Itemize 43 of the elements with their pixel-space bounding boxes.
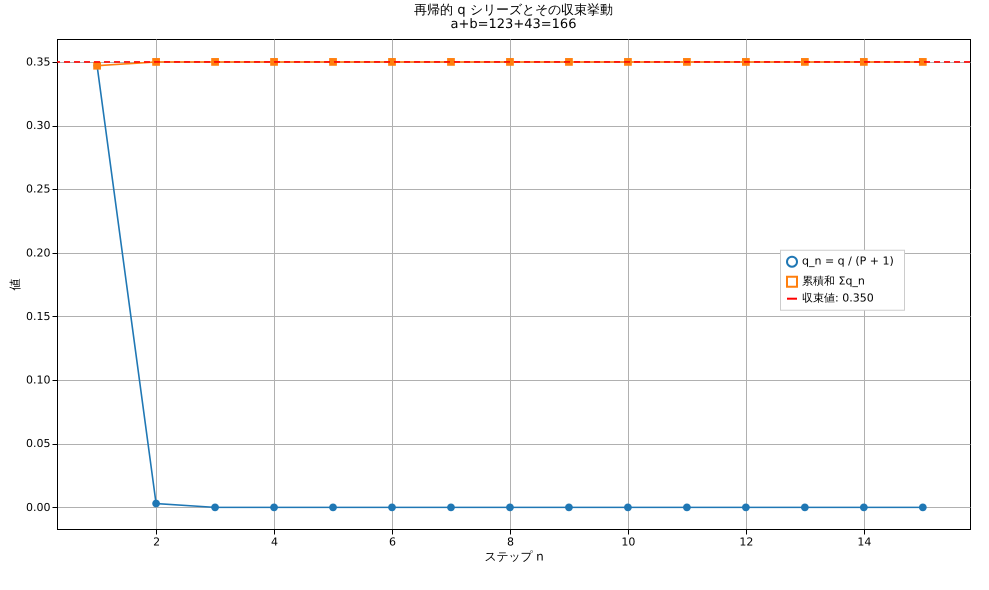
legend-label: q_n = q / (P + 1) — [802, 254, 894, 268]
y-tick-label: 0.05 — [26, 437, 50, 450]
legend-label: 累積和 Σq_n — [802, 274, 865, 288]
x-axis-title: ステップ n — [484, 550, 544, 564]
y-tick-label: 0.25 — [26, 182, 50, 196]
point — [152, 500, 160, 508]
point — [918, 58, 927, 66]
y-axis-title: 値 — [8, 278, 22, 290]
x-tick-label: 8 — [506, 536, 514, 548]
point — [270, 58, 278, 66]
y-tick-label: 0.30 — [26, 119, 50, 132]
legend-label: 収束値: 0.350 — [802, 292, 874, 305]
point — [329, 58, 337, 66]
point — [683, 504, 691, 512]
y-tick-label: 0.15 — [26, 310, 50, 323]
x-tick-label: 10 — [621, 536, 636, 548]
point — [270, 504, 278, 512]
point — [918, 504, 927, 512]
point — [329, 504, 337, 512]
x-tick-label: 2 — [153, 536, 160, 548]
point — [447, 504, 455, 512]
point — [800, 504, 809, 512]
point — [211, 504, 219, 512]
y-tick-label: 0.20 — [26, 246, 50, 260]
point — [860, 58, 868, 66]
point — [447, 58, 455, 66]
point — [388, 58, 396, 66]
y-tick-label: 0.10 — [26, 374, 50, 387]
y-tick-label: 0.00 — [26, 500, 50, 514]
y-tick-label: 0.35 — [26, 55, 50, 68]
point — [860, 504, 868, 512]
point — [388, 504, 396, 512]
point — [742, 504, 750, 512]
x-tick-label: 12 — [739, 536, 754, 548]
x-tick-label: 6 — [389, 536, 396, 548]
chart-subtitle: a+b=123+43=166 — [450, 17, 576, 32]
point — [506, 504, 514, 512]
x-tick-label: 4 — [271, 536, 278, 548]
x-tick-label: 14 — [857, 536, 872, 548]
point — [506, 58, 514, 66]
chart-title: 再帰的 q シリーズとその収束挙動 — [414, 3, 613, 18]
point — [624, 504, 632, 512]
point — [565, 504, 573, 512]
